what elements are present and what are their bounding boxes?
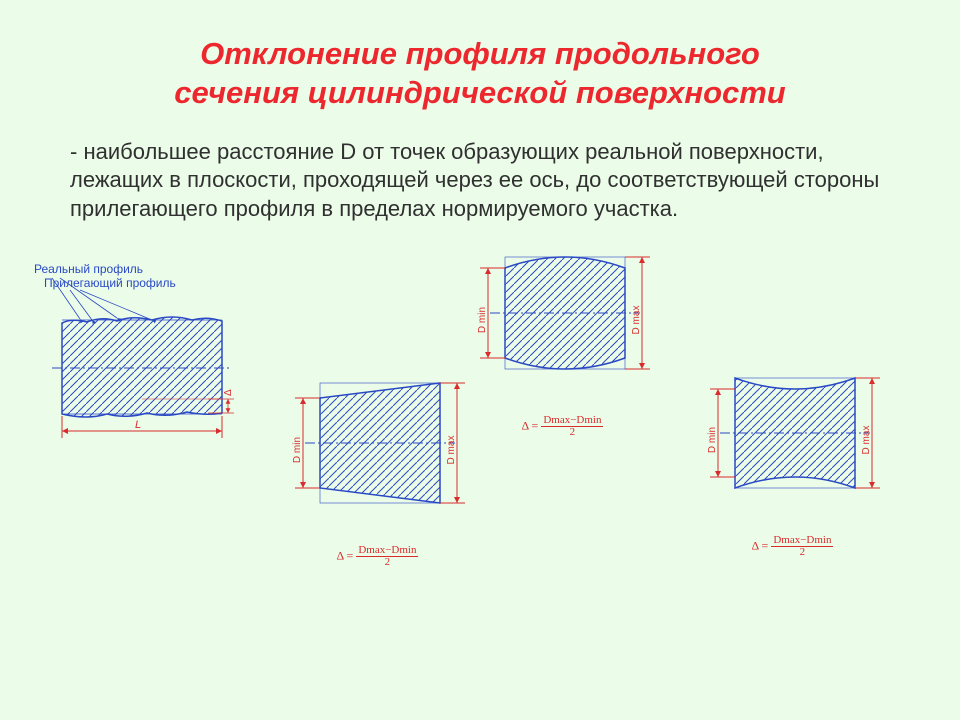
diagram-barrel: D min D max Δ = Dmax−Dmin 2 bbox=[450, 228, 675, 438]
label-dmax3: D max bbox=[631, 306, 642, 335]
label-dmin2: D min bbox=[292, 437, 303, 463]
label-dmax4: D max bbox=[861, 426, 872, 455]
label-delta: Δ bbox=[223, 389, 234, 396]
label-L: L bbox=[135, 419, 141, 431]
diagram-saddle: D min D max Δ = Dmax−Dmin 2 bbox=[680, 348, 905, 558]
label-dmin4: D min bbox=[707, 427, 718, 453]
slide-title: Отклонение профиля продольного сечения ц… bbox=[0, 0, 960, 123]
label-attached-profile: Прилегающий профиль bbox=[44, 276, 176, 290]
label-real-profile: Реальный профиль bbox=[34, 262, 143, 276]
formula-2: Δ = Dmax−Dmin 2 bbox=[265, 545, 490, 568]
label-dmin3: D min bbox=[477, 307, 488, 333]
title-line2: сечения цилиндрической поверхности bbox=[174, 75, 786, 110]
title-line1: Отклонение профиля продольного bbox=[200, 36, 760, 71]
formula-3: Δ = Dmax−Dmin 2 bbox=[450, 415, 675, 438]
body-text: - наибольшее расстояние D от точек образ… bbox=[0, 123, 960, 229]
formula-4: Δ = Dmax−Dmin 2 bbox=[680, 535, 905, 558]
diagram-wavy: L Δ Реальный профиль Прилегающий профиль bbox=[22, 268, 252, 468]
diagram-area: L Δ Реальный профиль Прилегающий профиль bbox=[0, 228, 960, 608]
label-dmax2: D max bbox=[446, 436, 457, 465]
